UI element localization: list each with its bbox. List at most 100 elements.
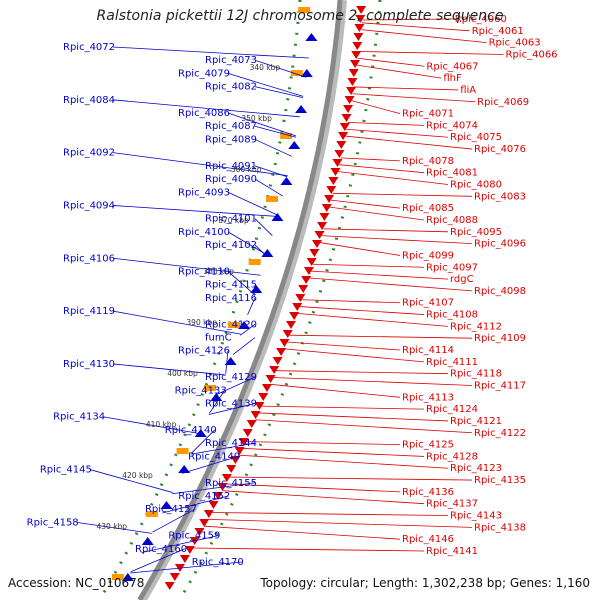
scale-label: 400 kbp (167, 369, 198, 378)
gene-label-left: Rpic_4089 (205, 134, 257, 145)
minus-strand-gene (324, 195, 335, 203)
gene-label-left: Rpic_4152 (178, 491, 230, 502)
minus-strand-gene (328, 177, 339, 185)
gene-label-right: Rpic_4124 (426, 404, 478, 415)
gene-label-right: Rpic_4108 (426, 310, 478, 321)
gene-block (176, 448, 189, 454)
leader-line (112, 205, 278, 217)
gene-label-left: Rpic_4115 (205, 280, 257, 291)
scale-label: 350 kbp (241, 114, 272, 123)
leader-line (152, 508, 196, 533)
gene-label-left: Rpic_4092 (63, 148, 115, 159)
gene-label-left: Rpic_4140 (165, 425, 217, 436)
gene-label-left: Rpic_4100 (178, 227, 230, 238)
minus-strand-gene (238, 438, 249, 446)
gene-label-right: Rpic_4061 (472, 26, 524, 37)
gene-label-left: Rpic_4079 (178, 68, 230, 79)
leader-line (204, 525, 401, 540)
gene-label-right: Rpic_4109 (474, 333, 526, 344)
leader-line (130, 561, 242, 574)
minus-strand-gene (314, 231, 325, 239)
minus-strand-gene (276, 348, 287, 356)
scale-label: 390 kbp (186, 318, 217, 327)
leader-line (141, 535, 219, 553)
gene-label-right: Rpic_4136 (402, 487, 454, 498)
gene-label-left: Rpic_4091 (205, 161, 257, 172)
gene-label-right: Rpic_4081 (426, 168, 478, 179)
leader-line (112, 310, 241, 335)
gene-label-right: Rpic_4083 (474, 191, 526, 202)
leader-line (254, 125, 296, 138)
plus-strand-gene (280, 177, 293, 185)
gene-label-left: Rpic_4120 (205, 319, 257, 330)
plus-strand-gene (224, 357, 237, 365)
leader-line (225, 350, 229, 374)
gene-label-left: Rpic_4126 (178, 346, 230, 357)
leader-line (130, 548, 186, 573)
minus-strand-gene (258, 393, 269, 401)
gene-label-left: Rpic_4102 (205, 240, 257, 251)
gene-label-right: Rpic_4099 (402, 250, 454, 261)
plus-strand-gene (194, 429, 207, 437)
leader-line (337, 171, 449, 185)
minus-strand-gene (344, 96, 355, 104)
gene-label-left: Rpic_4139 (205, 399, 257, 410)
gene-label-left: Rpic_4134 (53, 412, 105, 423)
minus-strand-gene (317, 222, 328, 230)
minus-strand-gene (289, 312, 300, 320)
minus-strand-gene (226, 465, 237, 473)
scale-label: 360 kbp (231, 165, 262, 174)
minus-strand-gene (353, 33, 364, 41)
minus-strand-gene (326, 186, 337, 194)
leader-line (254, 165, 288, 178)
leader-line (162, 495, 229, 514)
gene-label-left: Rpic_4084 (63, 95, 115, 106)
gene-label-right: Rpic_4085 (402, 203, 454, 214)
gene-label-right: Rpic_4060 (455, 14, 507, 25)
gene-label-right: Rpic_4088 (426, 215, 478, 226)
scale-label: 380 kbp (203, 267, 234, 276)
leader-line (227, 191, 279, 216)
minus-strand-gene (265, 375, 276, 383)
gene-label-left: Rpic_4110 (178, 266, 230, 277)
gene-block (290, 70, 303, 76)
leader-line (192, 547, 425, 552)
gene-label-right: Rpic_4141 (426, 546, 478, 557)
minus-strand-gene (348, 69, 359, 77)
minus-strand-gene (199, 519, 210, 527)
minus-strand-gene (250, 411, 261, 419)
minus-strand-gene (306, 258, 317, 266)
minus-strand-gene (269, 366, 280, 374)
minus-strand-gene (282, 330, 293, 338)
plus-strand-gene (141, 537, 154, 545)
minus-strand-gene (311, 240, 322, 248)
minus-strand-gene (341, 114, 352, 122)
leader-line (209, 390, 225, 414)
gene-block (248, 259, 261, 265)
leader-line (301, 299, 401, 304)
gene-label-right: Rpic_4137 (426, 499, 478, 510)
scale-label: 420 kbp (122, 471, 153, 480)
leader-line (254, 139, 293, 157)
minus-strand-gene (336, 141, 347, 149)
leader-line (254, 86, 304, 99)
minus-strand-gene (330, 168, 341, 176)
minus-strand-gene (292, 303, 303, 311)
gene-label-right: rdgC (450, 274, 474, 285)
gene-label-left: Rpic_4145 (40, 465, 92, 476)
gene-block (298, 7, 311, 13)
plus-strand-gene (295, 105, 308, 113)
leader-line (253, 284, 256, 296)
leader-line (345, 135, 473, 150)
minus-strand-gene (194, 528, 205, 536)
plus-strand-gene (250, 285, 263, 293)
leader-line (275, 370, 449, 375)
minus-strand-gene (242, 429, 253, 437)
leader-line (255, 419, 473, 434)
scale-label: 370 kbp (218, 216, 249, 225)
minus-strand-gene (332, 159, 343, 167)
leader-line (112, 257, 261, 276)
minus-strand-gene (221, 474, 232, 482)
leader-line (225, 483, 401, 493)
gene-label-left: Rpic_4159 (168, 531, 220, 542)
